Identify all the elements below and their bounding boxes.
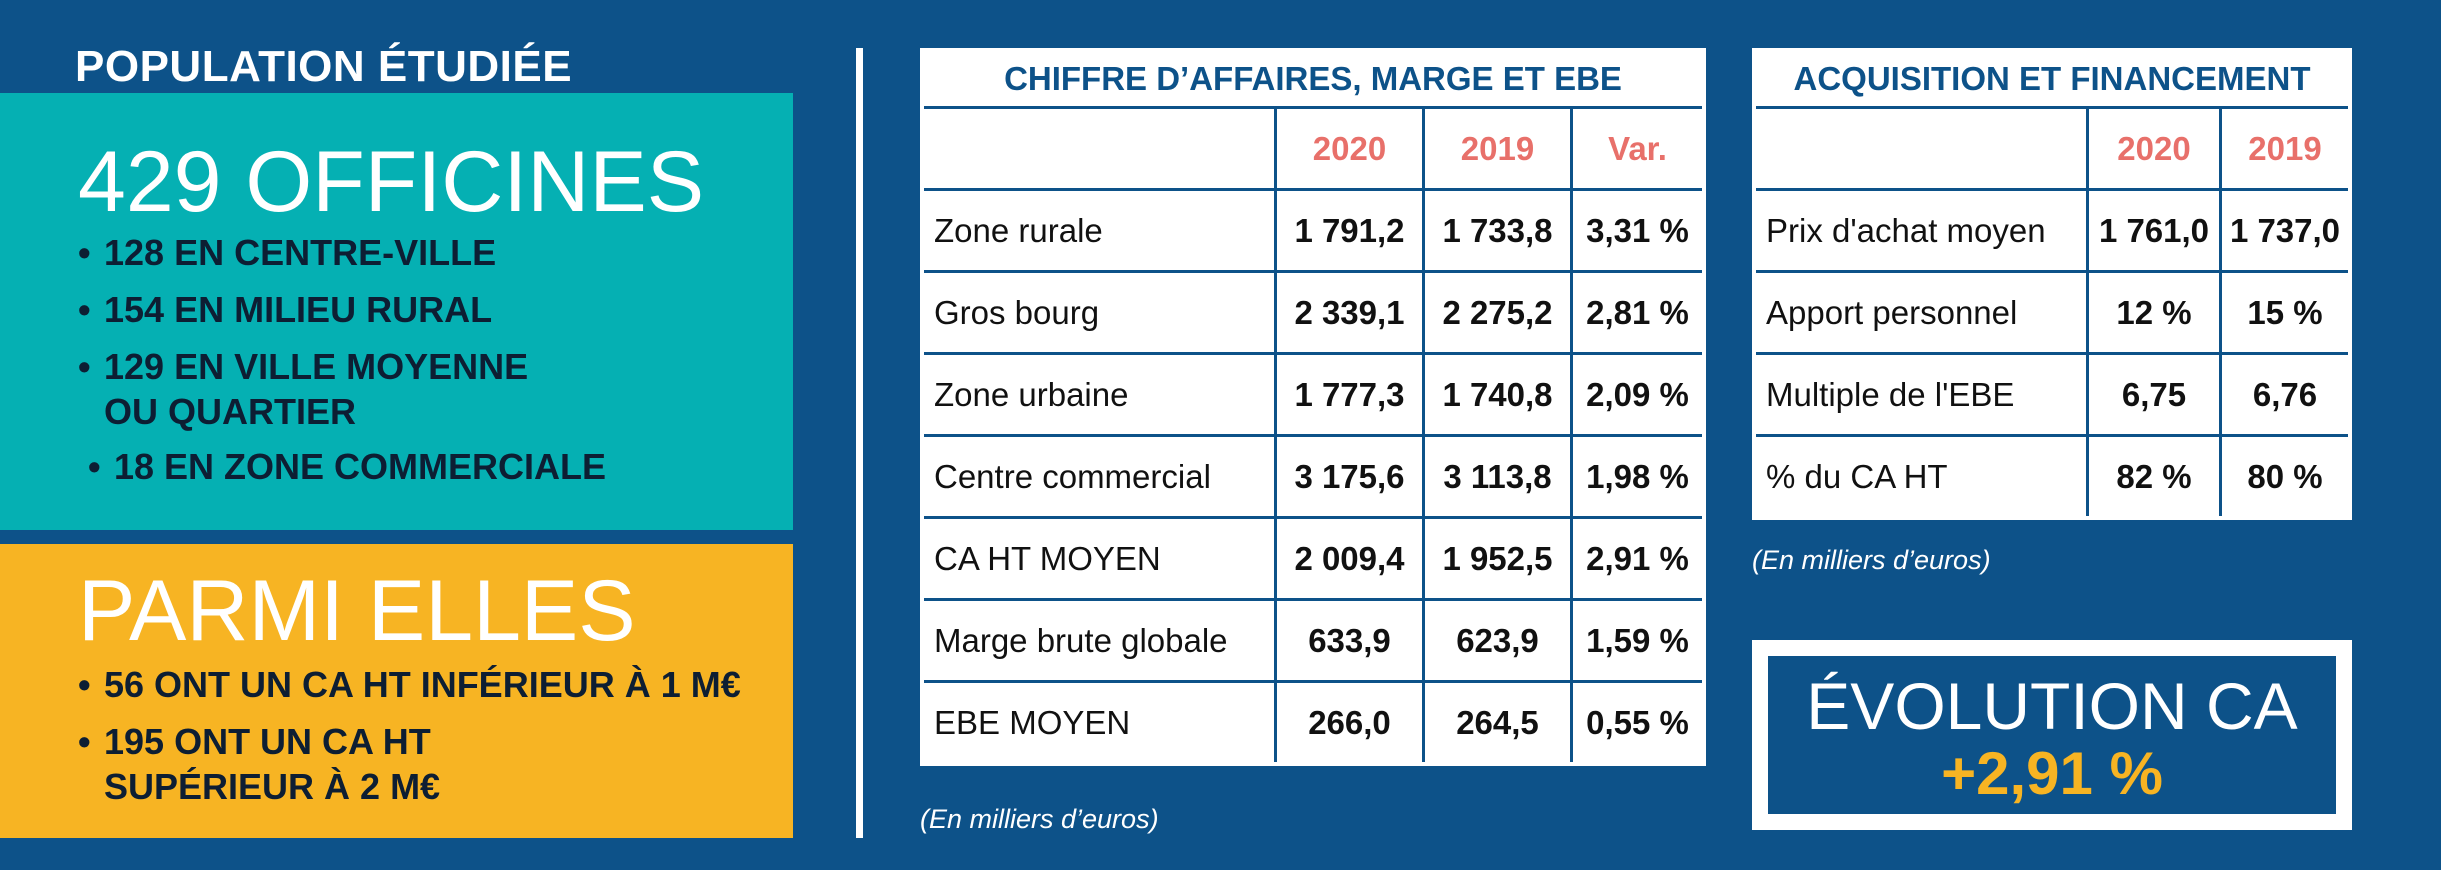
header-cell [920,106,1277,191]
evolution-ca-box: ÉVOLUTION CA +2,91 % [1752,640,2352,830]
row-label: EBE MOYEN [920,680,1277,766]
row-label: Gros bourg [920,270,1277,355]
cell-value: 623,9 [1422,598,1573,683]
cell-value: 2,81 % [1570,270,1706,355]
cell-value: 1 740,8 [1422,352,1573,437]
header-cell [1752,106,2089,191]
cell-value: 1,98 % [1570,434,1706,519]
row-label: Prix d'achat moyen [1752,188,2089,273]
table-row: Marge brute globale 633,9 623,9 1,59 % [920,598,1706,683]
table-row: Centre commercial 3 175,6 3 113,8 1,98 % [920,434,1706,519]
row-label: Marge brute globale [920,598,1277,683]
cell-value: 1 737,0 [2219,188,2352,273]
cell-value: 6,75 [2086,352,2222,437]
list-item-line: 195 ONT UN CA HT [104,721,431,762]
cell-value: 12 % [2086,270,2222,355]
cell-value: 264,5 [1422,680,1573,766]
ca-table-note: (En milliers d’euros) [920,804,1159,834]
officines-heading: 429 OFFICINES [78,134,705,230]
table-row: % du CA HT 82 % 80 % [1752,434,2352,520]
cell-value: 3 113,8 [1422,434,1573,519]
parmi-elles-heading: PARMI ELLES [78,563,636,659]
cell-value: 633,9 [1274,598,1425,683]
header-cell: 2020 [1274,106,1425,191]
table-row: CA HT MOYEN 2 009,4 1 952,5 2,91 % [920,516,1706,601]
row-label: % du CA HT [1752,434,2089,520]
cell-value: 2,91 % [1570,516,1706,601]
table-row: Prix d'achat moyen 1 761,0 1 737,0 [1752,188,2352,273]
parmi-elles-panel: PARMI ELLES 56 ONT UN CA HT INFÉRIEUR À … [0,544,793,838]
cell-value: 82 % [2086,434,2222,520]
header-cell: Var. [1570,106,1706,191]
population-title: POPULATION ÉTUDIÉE [75,42,573,91]
cell-value: 1,59 % [1570,598,1706,683]
table-header-row: 2020 2019 [1752,106,2352,191]
table-row: Apport personnel 12 % 15 % [1752,270,2352,355]
cell-value: 15 % [2219,270,2352,355]
list-item-line: 129 EN VILLE MOYENNE [104,346,529,387]
parmi-elles-list: 56 ONT UN CA HT INFÉRIEUR À 1 M€ 195 ONT… [78,662,778,821]
cell-value: 1 733,8 [1422,188,1573,273]
row-label: CA HT MOYEN [920,516,1277,601]
list-item: 154 EN MILIEU RURAL [78,287,778,332]
table-row: Zone urbaine 1 777,3 1 740,8 2,09 % [920,352,1706,437]
list-item: 128 EN CENTRE-VILLE [78,230,778,275]
table-row: Gros bourg 2 339,1 2 275,2 2,81 % [920,270,1706,355]
evolution-ca-title: ÉVOLUTION CA [1806,669,2298,743]
cell-value: 2 339,1 [1274,270,1425,355]
row-label: Apport personnel [1752,270,2089,355]
acquisition-financement-table: ACQUISITION ET FINANCEMENT 2020 2019 Pri… [1752,48,2352,520]
cell-value: 1 952,5 [1422,516,1573,601]
cell-value: 1 761,0 [2086,188,2222,273]
row-label: Zone urbaine [920,352,1277,437]
cell-value: 3 175,6 [1274,434,1425,519]
list-item: 56 ONT UN CA HT INFÉRIEUR À 1 M€ [78,662,778,707]
acq-table-note: (En milliers d’euros) [1752,545,1991,575]
table-header-row: 2020 2019 Var. [920,106,1706,191]
ca-marge-ebe-table: CHIFFRE D’AFFAIRES, MARGE ET EBE 2020 20… [920,48,1706,766]
row-label: Centre commercial [920,434,1277,519]
table-row: Zone rurale 1 791,2 1 733,8 3,31 % [920,188,1706,273]
cell-value: 2,09 % [1570,352,1706,437]
table-title: ACQUISITION ET FINANCEMENT [1754,50,2350,109]
cell-value: 2 275,2 [1422,270,1573,355]
list-item: 18 EN ZONE COMMERCIALE [88,444,778,489]
cell-value: 0,55 % [1570,680,1706,766]
cell-value: 266,0 [1274,680,1425,766]
cell-value: 1 777,3 [1274,352,1425,437]
cell-value: 6,76 [2219,352,2352,437]
table-row: Multiple de l'EBE 6,75 6,76 [1752,352,2352,437]
row-label: Multiple de l'EBE [1752,352,2089,437]
cell-value: 1 791,2 [1274,188,1425,273]
evolution-ca-value: +2,91 % [1941,740,2163,807]
vertical-divider [856,48,863,838]
list-item: 129 EN VILLE MOYENNE OU QUARTIER [78,344,778,434]
list-item-line: OU QUARTIER [104,391,356,432]
header-cell: 2020 [2086,106,2222,191]
table-row: EBE MOYEN 266,0 264,5 0,55 % [920,680,1706,766]
header-cell: 2019 [2219,106,2352,191]
header-cell: 2019 [1422,106,1573,191]
evolution-ca-inner: ÉVOLUTION CA +2,91 % [1768,656,2336,814]
officines-panel: 429 OFFICINES 128 EN CENTRE-VILLE 154 EN… [0,93,793,530]
cell-value: 2 009,4 [1274,516,1425,601]
cell-value: 80 % [2219,434,2352,520]
cell-value: 3,31 % [1570,188,1706,273]
list-item-line: SUPÉRIEUR À 2 M€ [104,766,441,807]
officines-list: 128 EN CENTRE-VILLE 154 EN MILIEU RURAL … [78,230,778,501]
row-label: Zone rurale [920,188,1277,273]
list-item: 195 ONT UN CA HT SUPÉRIEUR À 2 M€ [78,719,778,809]
table-title: CHIFFRE D’AFFAIRES, MARGE ET EBE [922,50,1704,109]
